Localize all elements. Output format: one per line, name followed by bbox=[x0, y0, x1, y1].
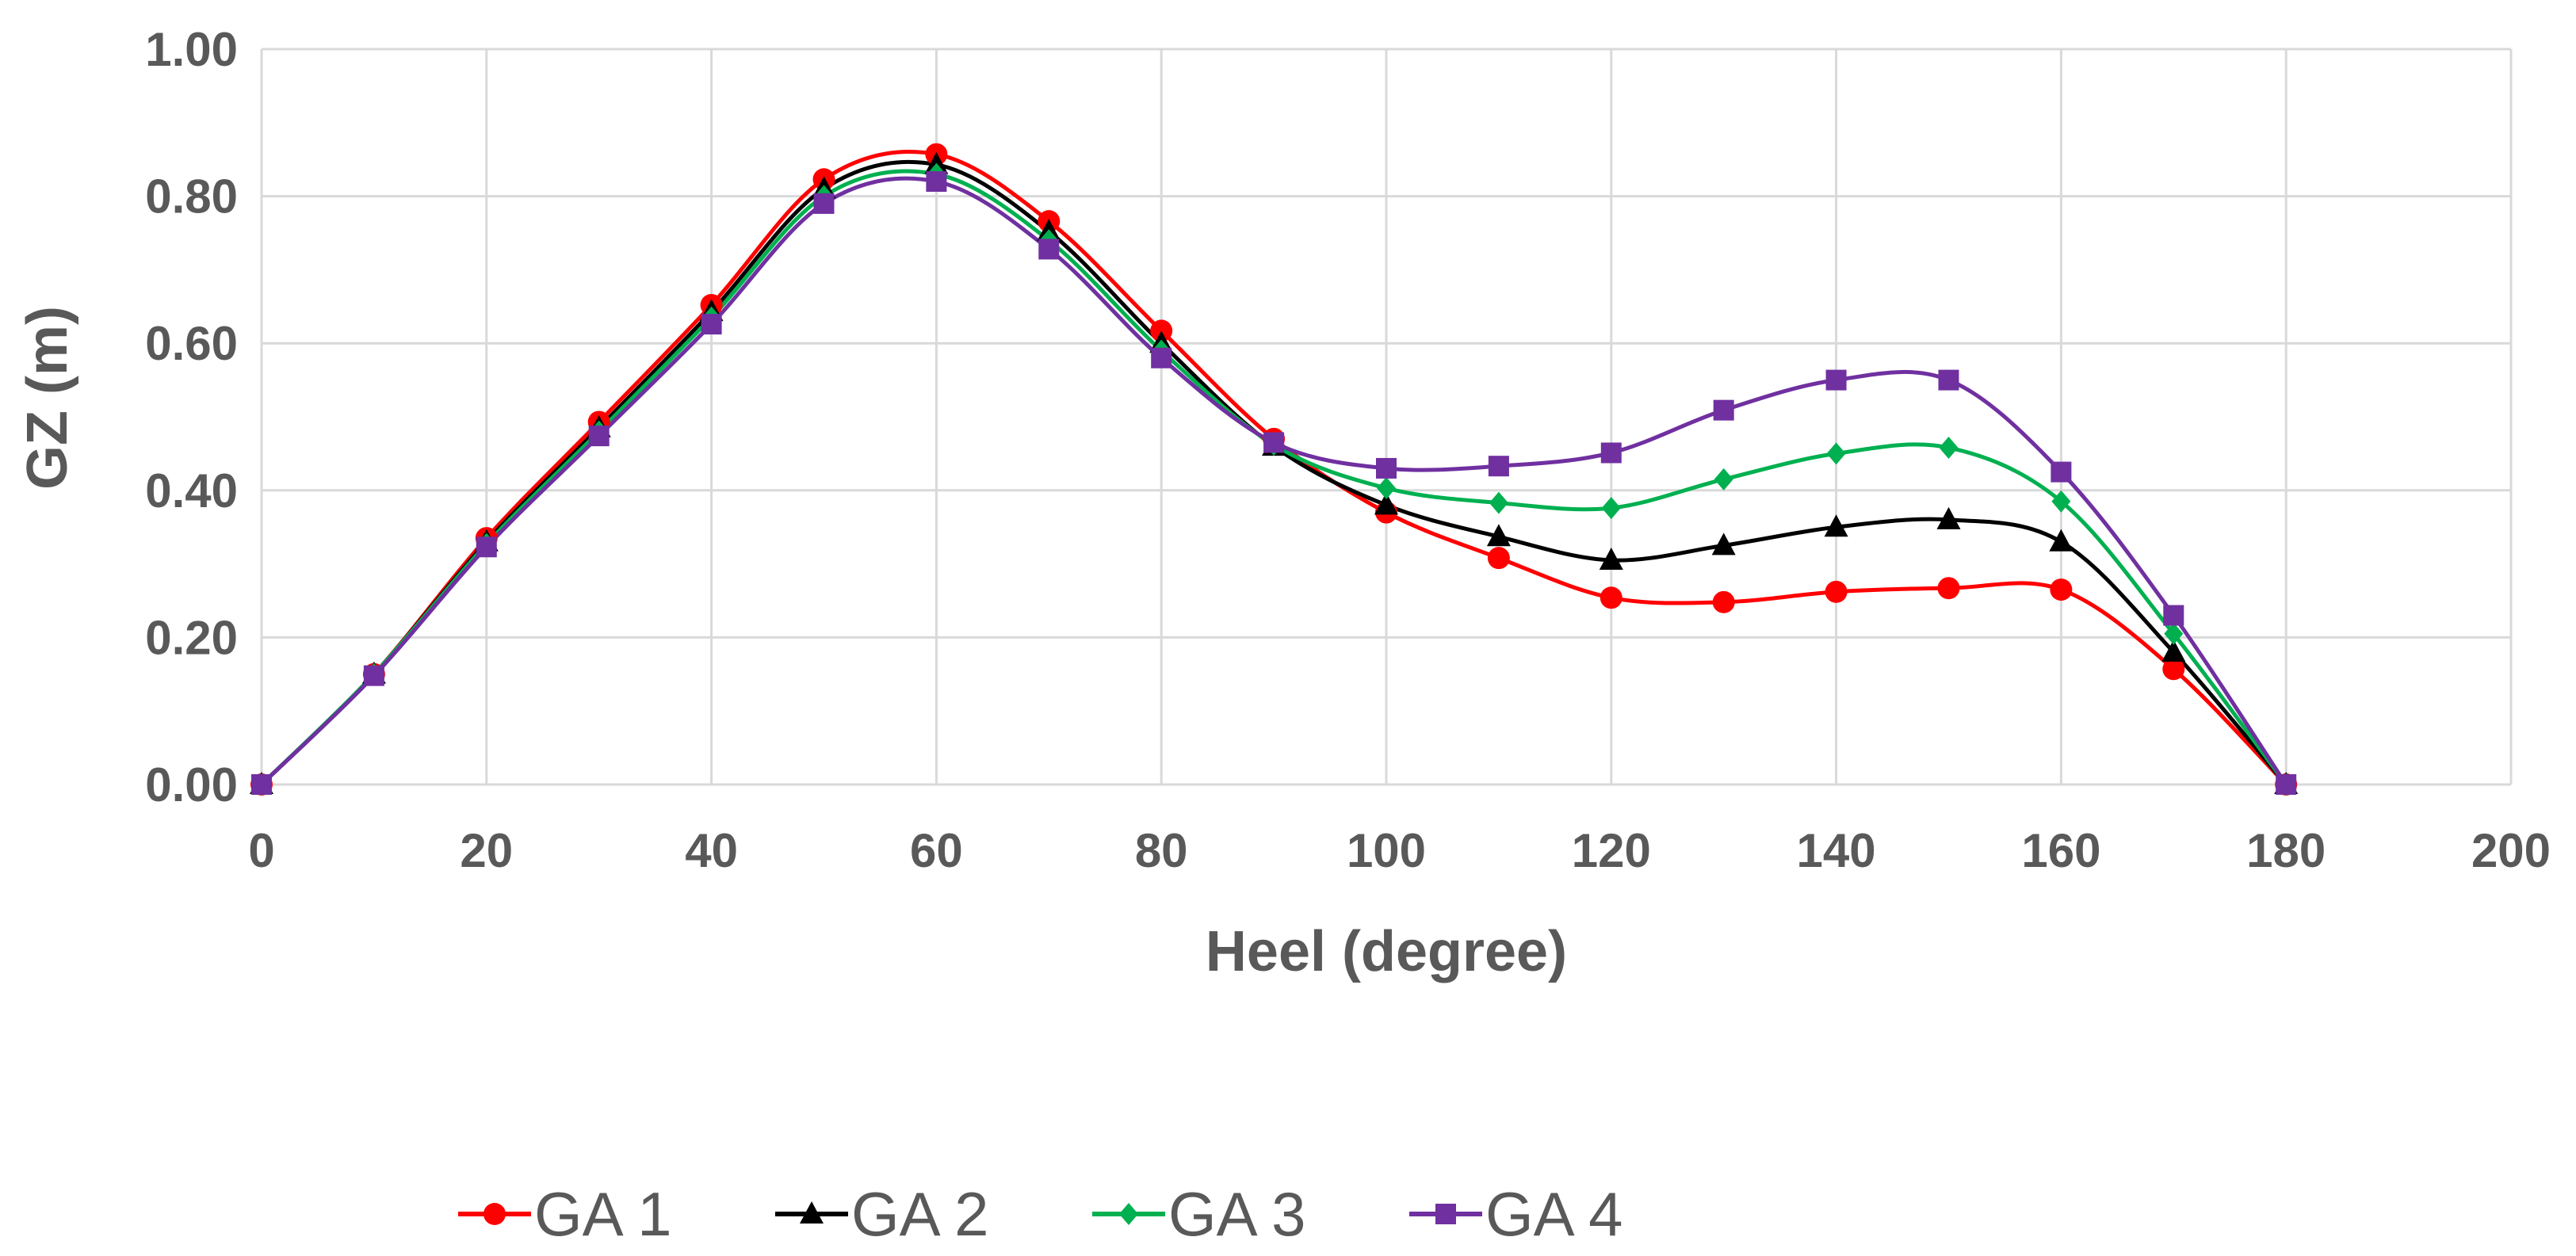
data-point-ga-1 bbox=[2162, 658, 2185, 681]
legend-label: GA 3 bbox=[1168, 1179, 1305, 1249]
data-point-ga-3 bbox=[1601, 497, 1621, 520]
y-tick-label: 0.80 bbox=[145, 170, 238, 223]
legend-item-ga-1: GA 1 bbox=[458, 1179, 671, 1249]
data-point-ga-2 bbox=[1486, 524, 1511, 547]
axes bbox=[260, 49, 2511, 786]
data-point-ga-4 bbox=[1825, 369, 1847, 391]
data-point-ga-3 bbox=[1377, 477, 1396, 500]
legend-marker bbox=[1435, 1204, 1456, 1224]
y-axis-title: GZ (m) bbox=[16, 306, 79, 490]
data-point-ga-3 bbox=[2164, 622, 2184, 645]
data-point-ga-4 bbox=[363, 665, 384, 686]
data-point-ga-4 bbox=[1488, 456, 1509, 477]
x-tick-label: 120 bbox=[1572, 824, 1651, 877]
data-point-ga-4 bbox=[701, 314, 722, 335]
data-point-ga-1 bbox=[1599, 586, 1622, 609]
data-point-ga-4 bbox=[2163, 605, 2184, 626]
data-point-ga-2 bbox=[1374, 492, 1398, 515]
tick-labels: 0.00 0.20 0.40 0.60 0.80 1.00 0 20 40 60 80 100 120 1… bbox=[145, 23, 2551, 877]
x-tick-label: 60 bbox=[910, 824, 963, 877]
data-point-ga-2 bbox=[1824, 514, 1848, 537]
data-point-ga-4 bbox=[1938, 369, 1959, 391]
x-tick-label: 20 bbox=[460, 824, 513, 877]
x-tick-label: 40 bbox=[685, 824, 738, 877]
x-tick-label: 160 bbox=[2021, 824, 2100, 877]
data-point-ga-1 bbox=[1712, 590, 1735, 613]
data-point-ga-4 bbox=[2050, 461, 2072, 483]
x-tick-label: 140 bbox=[1797, 824, 1876, 877]
data-point-ga-4 bbox=[813, 193, 835, 214]
data-point-ga-3 bbox=[1489, 491, 1508, 514]
data-point-ga-2 bbox=[924, 151, 949, 174]
data-point-ga-4 bbox=[1376, 457, 1397, 479]
data-point-ga-1 bbox=[1487, 547, 1510, 570]
data-point-ga-1 bbox=[2050, 578, 2073, 601]
series-markers bbox=[250, 143, 2299, 796]
legend-label: GA 1 bbox=[534, 1179, 671, 1249]
x-tick-label: 100 bbox=[1347, 824, 1426, 877]
data-point-ga-3 bbox=[2051, 490, 2071, 513]
y-tick-label: 0.00 bbox=[145, 758, 238, 811]
legend-item-ga-4: GA 4 bbox=[1409, 1179, 1622, 1249]
legend-label: GA 4 bbox=[1485, 1179, 1622, 1249]
legend-marker bbox=[800, 1201, 824, 1224]
series-line-ga-4 bbox=[260, 176, 2288, 786]
x-tick-label: 80 bbox=[1135, 824, 1188, 877]
grid bbox=[262, 48, 2513, 785]
legend-marker bbox=[1119, 1203, 1138, 1225]
data-point-ga-4 bbox=[1151, 347, 1172, 368]
x-tick-label: 0 bbox=[248, 824, 274, 877]
data-point-ga-3 bbox=[1939, 436, 1959, 459]
series-lines bbox=[260, 149, 2288, 786]
data-point-ga-4 bbox=[1600, 442, 1622, 464]
data-point-ga-4 bbox=[1713, 399, 1734, 421]
data-point-ga-3 bbox=[1714, 468, 1733, 491]
data-point-ga-4 bbox=[1263, 432, 1285, 453]
data-point-ga-4 bbox=[926, 171, 947, 193]
data-point-ga-4 bbox=[1038, 239, 1060, 260]
data-point-ga-2 bbox=[2049, 529, 2073, 552]
data-point-ga-4 bbox=[251, 774, 272, 795]
legend-label: GA 2 bbox=[851, 1179, 988, 1249]
data-point-ga-2 bbox=[1936, 506, 1961, 529]
series-line-ga-3 bbox=[260, 169, 2288, 786]
y-tick-label: 0.40 bbox=[145, 464, 238, 517]
data-point-ga-3 bbox=[1826, 442, 1846, 465]
x-tick-label: 180 bbox=[2246, 824, 2326, 877]
data-point-ga-1 bbox=[1825, 580, 1848, 603]
x-axis-title: Heel (degree) bbox=[1206, 920, 1567, 983]
legend-item-ga-3: GA 3 bbox=[1092, 1179, 1305, 1249]
legend: GA 1 GA 2 GA 3 GA 4 bbox=[458, 1179, 1622, 1249]
legend-marker bbox=[483, 1203, 506, 1225]
data-point-ga-2 bbox=[1711, 533, 1736, 555]
y-tick-label: 0.20 bbox=[145, 611, 238, 664]
data-point-ga-4 bbox=[2276, 774, 2297, 795]
legend-item-ga-2: GA 2 bbox=[775, 1179, 988, 1249]
data-point-ga-2 bbox=[2161, 639, 2186, 662]
data-point-ga-2 bbox=[1599, 547, 1623, 570]
y-tick-label: 1.00 bbox=[145, 23, 238, 76]
y-tick-label: 0.60 bbox=[145, 317, 238, 370]
x-tick-label: 200 bbox=[2471, 824, 2551, 877]
data-point-ga-4 bbox=[588, 426, 610, 447]
data-point-ga-1 bbox=[1937, 577, 1960, 600]
series-line-ga-2 bbox=[260, 159, 2288, 786]
data-point-ga-4 bbox=[476, 536, 497, 558]
